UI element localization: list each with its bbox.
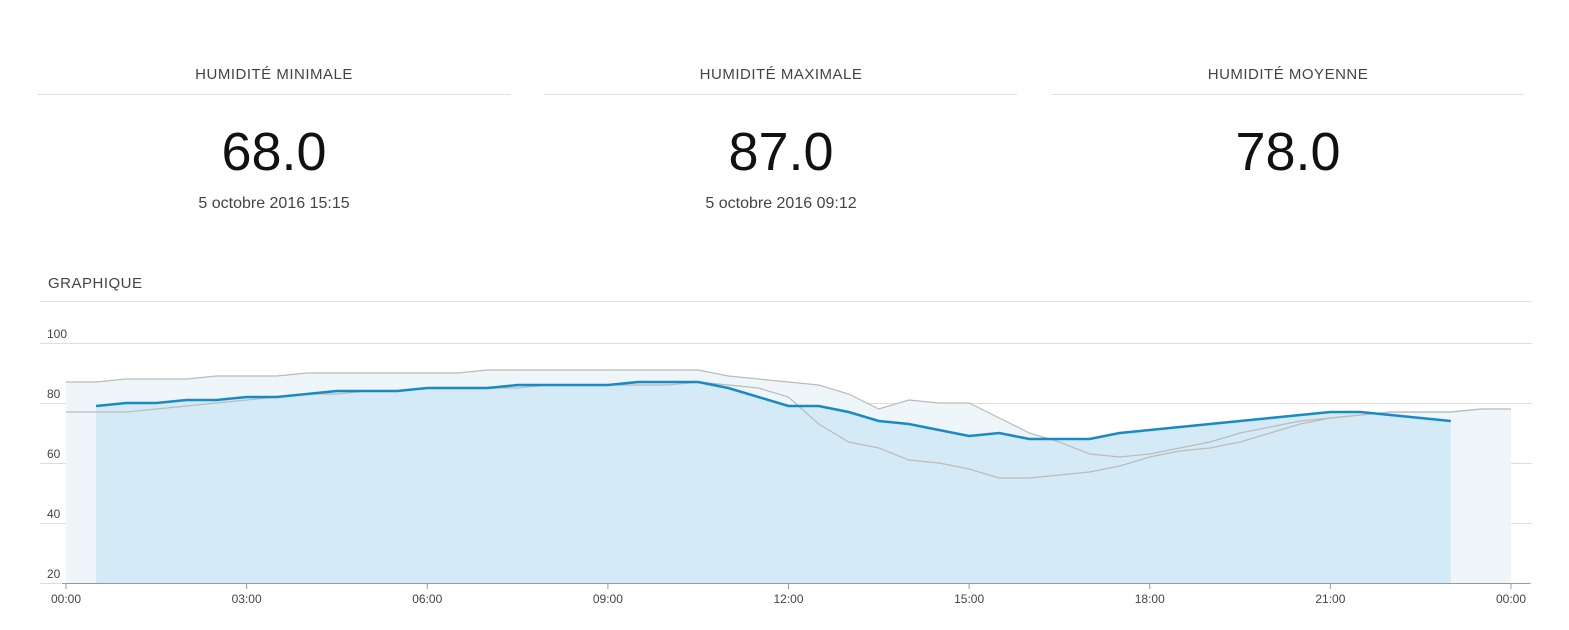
card-date: 5 octobre 2016 09:12 (705, 195, 856, 212)
x-tick-label: 21:00 (1315, 592, 1345, 606)
x-tick-label: 00:00 (51, 592, 81, 606)
x-tick-label: 00:00 (1496, 592, 1526, 606)
area (96, 382, 1451, 583)
card-label: HUMIDITÉ MOYENNE (1208, 66, 1369, 83)
y-tick-label: 80 (47, 387, 61, 401)
card-label: HUMIDITÉ MAXIMALE (700, 66, 863, 83)
y-tick-label: 60 (47, 447, 61, 461)
x-tick-label: 06:00 (412, 592, 442, 606)
x-tick-label: 09:00 (593, 592, 623, 606)
line (95, 380, 1451, 441)
y-tick-label: 20 (47, 567, 61, 581)
card-value: 68.0 (221, 122, 326, 182)
x-tick-label: 12:00 (773, 592, 803, 606)
section-title: GRAPHIQUE (48, 275, 143, 292)
card-date: 5 octobre 2016 15:15 (198, 195, 349, 212)
card-value: 87.0 (728, 122, 833, 182)
card-label: HUMIDITÉ MINIMALE (195, 66, 353, 83)
line (66, 369, 1511, 458)
y-tick-label: 100 (47, 327, 67, 341)
chart: 20 40 60 80 100 00:00 03:00 06:00 09:00 12:00 15:0… (40, 327, 1532, 606)
y-tick-label: 40 (47, 507, 61, 521)
card-value: 78.0 (1235, 122, 1340, 182)
x-tick-label: 18:00 (1135, 592, 1165, 606)
x-tick-label: 03:00 (232, 592, 262, 606)
x-tick-label: 15:00 (954, 592, 984, 606)
